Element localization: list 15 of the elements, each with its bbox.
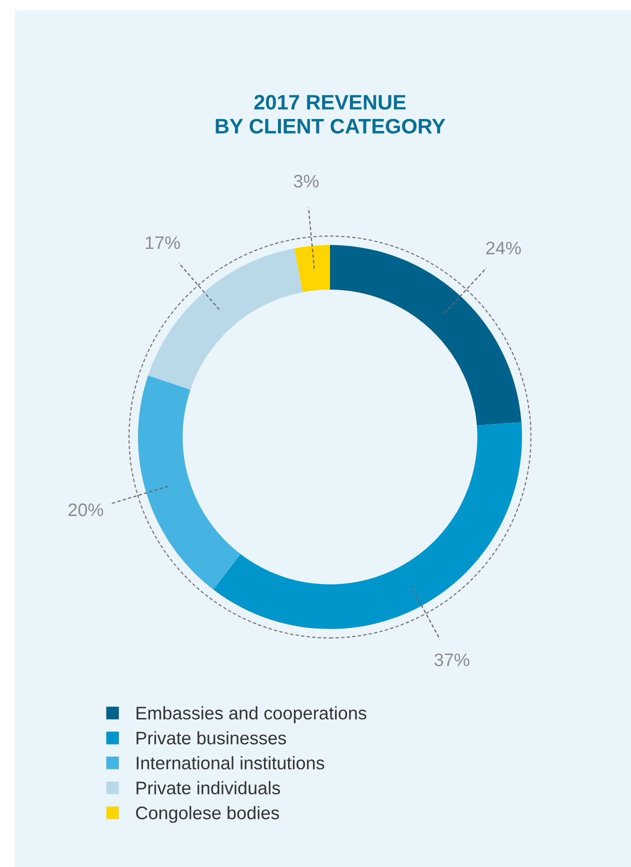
- donut-slice: [148, 248, 303, 390]
- data-label: 17%: [146, 236, 180, 250]
- donut-slice: [138, 375, 240, 590]
- legend-label: Private individuals: [136, 781, 280, 794]
- legend-label: Congolese bodies: [136, 806, 280, 823]
- data-label: 24%: [486, 242, 521, 254]
- data-label: 37%: [434, 653, 470, 666]
- donut-slice: [213, 422, 522, 629]
- chart-title: 2017 REVENUE BY CLIENT CATEGORY: [216, 94, 446, 134]
- donut-slice: [294, 245, 330, 292]
- legend-label: International institutions: [136, 756, 324, 770]
- legend-label: Private businesses: [136, 731, 286, 744]
- data-label: 20%: [68, 503, 104, 516]
- data-label: 3%: [294, 174, 319, 188]
- legend-label: Embassies and cooperations: [136, 706, 366, 724]
